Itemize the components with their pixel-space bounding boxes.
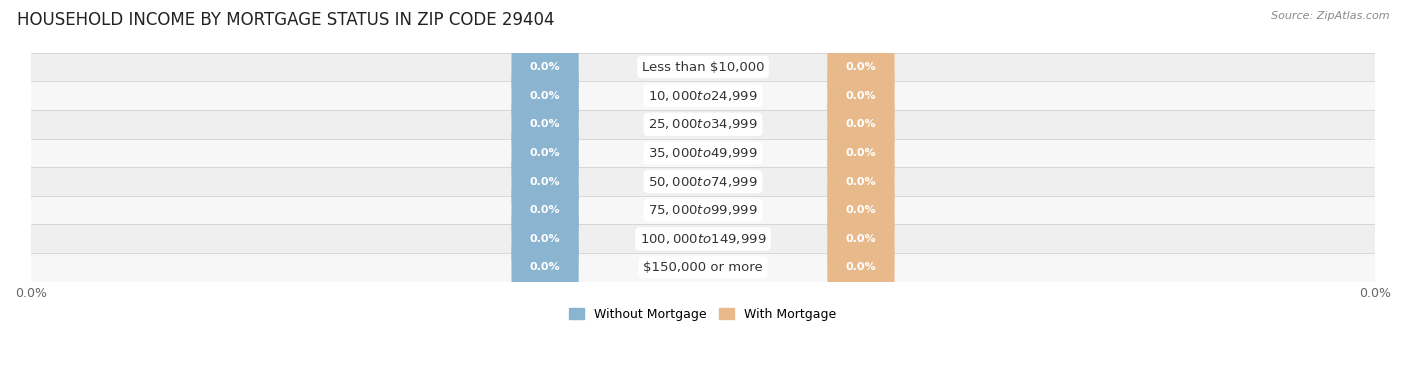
- Text: $150,000 or more: $150,000 or more: [643, 261, 763, 274]
- FancyBboxPatch shape: [827, 158, 894, 262]
- Text: 0.0%: 0.0%: [530, 90, 561, 101]
- Bar: [31, 253, 1375, 282]
- Bar: [31, 81, 1375, 110]
- Bar: [31, 139, 1375, 167]
- FancyBboxPatch shape: [827, 130, 894, 233]
- FancyBboxPatch shape: [512, 187, 579, 291]
- Text: 0.0%: 0.0%: [530, 176, 561, 187]
- FancyBboxPatch shape: [512, 130, 579, 233]
- Bar: [31, 167, 1375, 196]
- Bar: [31, 196, 1375, 224]
- Text: 0.0%: 0.0%: [530, 148, 561, 158]
- FancyBboxPatch shape: [512, 72, 579, 176]
- FancyBboxPatch shape: [512, 101, 579, 205]
- Text: 0.0%: 0.0%: [845, 262, 876, 273]
- Legend: Without Mortgage, With Mortgage: Without Mortgage, With Mortgage: [564, 303, 842, 326]
- Text: 0.0%: 0.0%: [530, 262, 561, 273]
- FancyBboxPatch shape: [827, 72, 894, 176]
- Text: $25,000 to $34,999: $25,000 to $34,999: [648, 117, 758, 131]
- Bar: [31, 110, 1375, 139]
- Text: 0.0%: 0.0%: [845, 234, 876, 244]
- Text: 0.0%: 0.0%: [845, 176, 876, 187]
- Text: $100,000 to $149,999: $100,000 to $149,999: [640, 232, 766, 246]
- FancyBboxPatch shape: [827, 101, 894, 205]
- FancyBboxPatch shape: [512, 15, 579, 119]
- Text: 0.0%: 0.0%: [530, 234, 561, 244]
- Text: 0.0%: 0.0%: [845, 148, 876, 158]
- Text: $10,000 to $24,999: $10,000 to $24,999: [648, 89, 758, 103]
- Text: Source: ZipAtlas.com: Source: ZipAtlas.com: [1271, 11, 1389, 21]
- Bar: [31, 224, 1375, 253]
- Text: Less than $10,000: Less than $10,000: [641, 61, 765, 74]
- Text: 0.0%: 0.0%: [530, 62, 561, 72]
- Text: $50,000 to $74,999: $50,000 to $74,999: [648, 175, 758, 188]
- Text: 0.0%: 0.0%: [530, 205, 561, 215]
- FancyBboxPatch shape: [512, 216, 579, 319]
- Text: 0.0%: 0.0%: [845, 119, 876, 129]
- FancyBboxPatch shape: [827, 216, 894, 319]
- Text: 0.0%: 0.0%: [845, 205, 876, 215]
- Text: 0.0%: 0.0%: [845, 90, 876, 101]
- Bar: [31, 53, 1375, 81]
- FancyBboxPatch shape: [512, 44, 579, 147]
- Text: 0.0%: 0.0%: [845, 62, 876, 72]
- FancyBboxPatch shape: [827, 15, 894, 119]
- FancyBboxPatch shape: [827, 187, 894, 291]
- FancyBboxPatch shape: [512, 158, 579, 262]
- Text: HOUSEHOLD INCOME BY MORTGAGE STATUS IN ZIP CODE 29404: HOUSEHOLD INCOME BY MORTGAGE STATUS IN Z…: [17, 11, 554, 29]
- FancyBboxPatch shape: [827, 44, 894, 147]
- Text: $75,000 to $99,999: $75,000 to $99,999: [648, 203, 758, 217]
- Text: 0.0%: 0.0%: [530, 119, 561, 129]
- Text: $35,000 to $49,999: $35,000 to $49,999: [648, 146, 758, 160]
